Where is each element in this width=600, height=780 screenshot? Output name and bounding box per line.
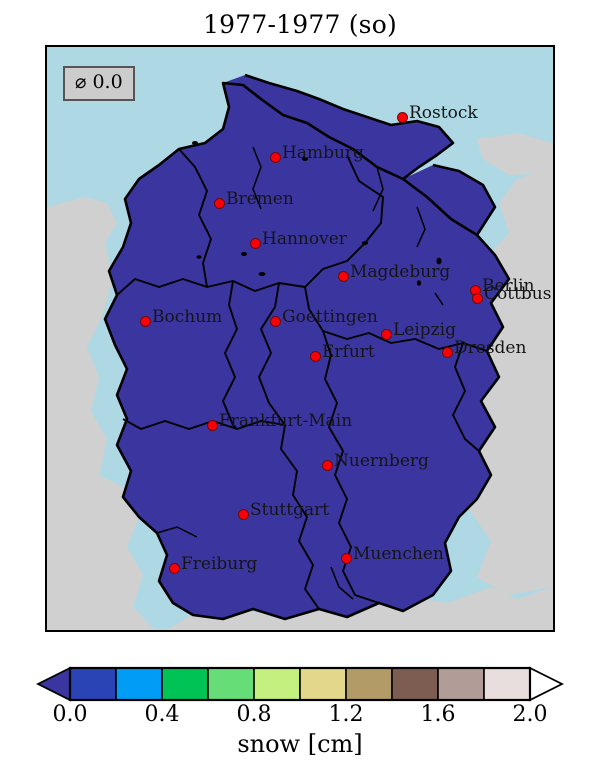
city-dot-goettingen [269, 315, 281, 327]
colorbar-tick-label: 0.0 [52, 702, 88, 727]
city-label-dresden: Dresden [454, 338, 527, 358]
city-dot-magdeburg [337, 270, 349, 282]
city-dot-dresden [441, 346, 453, 358]
colorbar-band [391, 667, 439, 701]
colorbar-band [437, 667, 485, 701]
city-dot-freiburg [168, 562, 180, 574]
colorbar-over-arrow [529, 666, 565, 702]
city-label-muenchen: Muenchen [353, 544, 444, 564]
city-dot-hamburg [269, 151, 281, 163]
city-label-magdeburg: Magdeburg [350, 262, 451, 282]
colorbar-canvas [35, 666, 565, 702]
city-label-goettingen: Goettingen [282, 307, 378, 327]
city-label-frankfurt-main: Frankfurt-Main [219, 411, 353, 431]
colorbar-tick-label: 0.4 [144, 702, 180, 727]
germany-north-coast [223, 75, 453, 179]
map-axes: Rostock Hamburg Bremen Hannover Berlin M… [45, 45, 555, 632]
colorbar-outline [68, 666, 532, 702]
mean-symbol-icon: ⌀ [75, 71, 87, 93]
colorbar-band [69, 667, 117, 701]
city-dot-muenchen [340, 552, 352, 564]
city-label-bremen: Bremen [226, 189, 294, 209]
city-label-bochum: Bochum [152, 307, 223, 327]
colorbar-band [161, 667, 209, 701]
colorbar-band [483, 667, 531, 701]
inland-detail [156, 146, 444, 600]
colorbar-bands [69, 667, 531, 701]
city-label-leipzig: Leipzig [393, 320, 456, 340]
colorbar-under-arrow [35, 666, 71, 702]
mean-value: 0.0 [92, 71, 123, 93]
city-label-rostock: Rostock [409, 103, 478, 123]
mean-value-box: ⌀ 0.0 [63, 66, 135, 101]
colorbar-band [207, 667, 255, 701]
colorbar-tick-label: 0.8 [236, 702, 272, 727]
colorbar-axis-label: snow [cm] [237, 730, 363, 758]
germany-fill [105, 83, 509, 619]
city-dot-hannover [249, 237, 261, 249]
city-dot-erfurt [309, 350, 321, 362]
page-title: 1977-1977 (so) [203, 10, 397, 39]
city-dot-frankfurt-main [206, 419, 218, 431]
city-dot-bremen [213, 197, 225, 209]
colorbar-tick-label: 2.0 [512, 702, 548, 727]
colorbar: 0.0 0.4 0.8 1.2 1.6 2.0 snow [cm] [0, 660, 600, 780]
city-label-freiburg: Freiburg [181, 554, 258, 574]
city-dot-rostock [396, 111, 408, 123]
city-label-cottbus: Cottbus [484, 284, 552, 304]
city-dot-stuttgart [237, 508, 249, 520]
neighbour-land [47, 133, 553, 630]
city-dot-cottbus [471, 292, 483, 304]
map-canvas [47, 47, 553, 630]
lakes-and-islands [192, 141, 442, 286]
state-boundaries [116, 148, 488, 610]
germany-region [105, 75, 509, 619]
colorbar-band [115, 667, 163, 701]
colorbar-tick-label: 1.2 [328, 702, 364, 727]
colorbar-extend-arrows [35, 666, 565, 702]
city-label-hamburg: Hamburg [282, 143, 364, 163]
colorbar-tick-labels: 0.0 0.4 0.8 1.2 1.6 2.0 [0, 702, 600, 732]
colorbar-tick-label: 1.6 [420, 702, 456, 727]
colorbar-band [253, 667, 301, 701]
city-label-berlin: Berlin [482, 276, 535, 296]
national-borders [103, 73, 511, 621]
city-label-erfurt: Erfurt [322, 342, 375, 362]
city-label-stuttgart: Stuttgart [250, 500, 330, 520]
city-dot-leipzig [380, 328, 392, 340]
city-label-hannover: Hannover [262, 229, 347, 249]
city-dot-bochum [139, 315, 151, 327]
colorbar-border [68, 666, 532, 702]
city-label-nuernberg: Nuernberg [334, 451, 429, 471]
germany-northeast-lobe [403, 165, 495, 235]
city-dot-nuernberg [321, 459, 333, 471]
colorbar-band [299, 667, 347, 701]
colorbar-band [345, 667, 393, 701]
